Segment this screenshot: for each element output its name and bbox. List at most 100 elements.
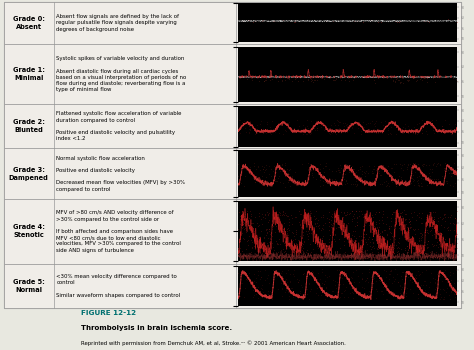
Point — [402, 179, 410, 185]
Point — [282, 161, 289, 166]
Point — [377, 278, 384, 284]
Point — [422, 216, 429, 222]
Point — [417, 249, 425, 255]
Point — [284, 267, 292, 272]
Point — [371, 223, 378, 229]
Point — [362, 231, 369, 237]
Point — [331, 219, 338, 225]
Point — [334, 168, 342, 173]
Point — [257, 274, 264, 280]
Point — [265, 164, 273, 169]
Point — [436, 253, 443, 258]
Point — [305, 280, 313, 286]
Point — [403, 224, 411, 229]
Point — [245, 123, 253, 128]
Point — [257, 118, 264, 124]
Point — [341, 77, 348, 83]
Point — [354, 176, 362, 182]
Point — [336, 225, 344, 231]
Point — [276, 212, 284, 218]
Point — [454, 167, 461, 172]
Point — [353, 182, 361, 188]
Point — [309, 226, 316, 232]
Point — [332, 131, 339, 136]
Point — [452, 232, 459, 238]
Point — [390, 209, 398, 215]
Point — [441, 248, 449, 254]
Point — [386, 272, 393, 277]
Point — [268, 234, 275, 239]
Point — [442, 219, 449, 224]
Point — [333, 117, 341, 123]
Point — [349, 290, 357, 296]
Point — [297, 224, 304, 230]
Point — [295, 208, 303, 214]
Point — [292, 240, 300, 246]
Point — [413, 121, 421, 126]
Point — [297, 288, 304, 294]
Point — [291, 267, 298, 273]
Point — [376, 181, 383, 187]
Point — [268, 218, 276, 223]
Point — [447, 174, 455, 179]
Point — [317, 228, 325, 233]
Point — [249, 279, 257, 285]
Point — [287, 176, 294, 181]
Point — [244, 163, 251, 169]
Point — [366, 120, 374, 126]
Point — [361, 279, 368, 284]
Point — [305, 217, 313, 222]
Point — [434, 233, 442, 238]
Point — [404, 230, 412, 235]
Point — [348, 218, 356, 224]
Point — [433, 271, 441, 277]
Point — [316, 276, 323, 282]
Point — [237, 179, 244, 185]
Point — [349, 228, 357, 233]
Point — [276, 229, 283, 234]
Point — [430, 231, 438, 236]
Point — [424, 182, 431, 188]
Point — [337, 166, 345, 171]
Point — [281, 248, 289, 254]
Point — [391, 225, 399, 231]
Point — [432, 117, 440, 123]
Point — [381, 118, 389, 124]
Point — [420, 279, 428, 284]
Point — [414, 128, 422, 134]
Point — [276, 210, 283, 216]
Point — [337, 222, 344, 228]
Point — [422, 283, 429, 288]
Point — [318, 266, 326, 272]
Point — [398, 246, 405, 252]
Point — [394, 292, 401, 298]
Point — [274, 287, 282, 292]
Point — [376, 172, 384, 178]
Point — [342, 177, 350, 183]
Point — [365, 266, 373, 272]
Point — [348, 125, 356, 130]
Point — [414, 292, 422, 297]
Point — [390, 222, 398, 228]
Point — [254, 223, 262, 229]
Point — [366, 243, 374, 248]
Point — [427, 250, 434, 255]
Point — [299, 162, 306, 167]
Point — [321, 278, 328, 284]
Point — [300, 183, 308, 189]
Point — [344, 210, 351, 215]
Point — [432, 233, 439, 239]
Point — [243, 76, 251, 82]
Point — [308, 218, 315, 223]
Point — [371, 275, 378, 280]
Point — [379, 252, 386, 257]
Point — [377, 19, 384, 25]
Point — [423, 227, 431, 232]
Point — [312, 290, 320, 295]
Point — [258, 282, 266, 287]
Point — [304, 236, 311, 242]
Point — [369, 233, 377, 239]
Point — [239, 220, 247, 225]
Point — [439, 296, 447, 302]
Point — [423, 19, 430, 24]
